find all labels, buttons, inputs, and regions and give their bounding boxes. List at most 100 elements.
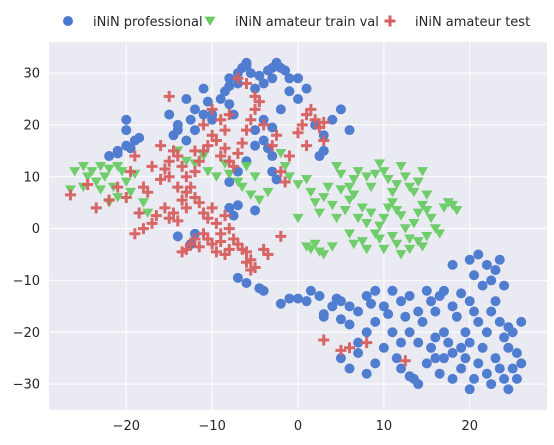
data-point bbox=[361, 290, 372, 301]
data-point bbox=[146, 217, 158, 229]
legend-label: iNiN amateur train val bbox=[235, 15, 379, 30]
y-tick-label: −10 bbox=[13, 274, 40, 289]
data-point bbox=[180, 202, 192, 214]
data-point bbox=[206, 103, 218, 115]
data-point bbox=[250, 83, 261, 94]
data-point bbox=[503, 384, 514, 395]
data-point bbox=[176, 160, 188, 172]
data-point bbox=[193, 197, 205, 209]
data-point bbox=[64, 189, 76, 201]
data-point bbox=[292, 213, 304, 224]
x-tick-label: 20 bbox=[461, 419, 478, 434]
data-point bbox=[279, 176, 291, 188]
data-point bbox=[163, 155, 175, 167]
data-point bbox=[121, 114, 132, 125]
data-point bbox=[400, 311, 411, 322]
data-point bbox=[473, 316, 484, 327]
data-point bbox=[125, 143, 136, 154]
data-point bbox=[331, 161, 343, 172]
data-point bbox=[464, 337, 475, 348]
data-point bbox=[215, 114, 227, 126]
data-point bbox=[486, 306, 497, 317]
data-point bbox=[344, 319, 355, 330]
data-point bbox=[438, 203, 450, 213]
data-point bbox=[353, 337, 364, 348]
data-point bbox=[266, 140, 278, 152]
data-point bbox=[460, 353, 471, 364]
data-point bbox=[348, 239, 360, 250]
data-point bbox=[180, 243, 192, 255]
data-point bbox=[215, 150, 227, 162]
y-tick-label: 20 bbox=[23, 118, 40, 133]
data-point bbox=[417, 242, 428, 252]
data-point bbox=[228, 210, 239, 221]
data-point bbox=[417, 200, 428, 211]
series-1 bbox=[64, 146, 463, 260]
data-point bbox=[159, 163, 171, 175]
data-point bbox=[318, 145, 329, 156]
series-2 bbox=[64, 72, 411, 367]
data-point bbox=[386, 187, 398, 198]
data-point bbox=[301, 174, 313, 185]
data-point bbox=[223, 155, 235, 167]
data-point bbox=[443, 337, 454, 348]
data-point bbox=[344, 125, 355, 136]
data-point bbox=[383, 309, 394, 320]
data-point bbox=[391, 239, 403, 250]
data-point bbox=[494, 363, 505, 374]
data-point bbox=[103, 194, 115, 206]
data-point bbox=[137, 198, 149, 208]
data-point bbox=[224, 73, 235, 84]
data-point bbox=[275, 104, 286, 115]
data-point bbox=[335, 104, 346, 115]
data-point bbox=[129, 150, 141, 162]
data-point bbox=[421, 285, 432, 296]
data-point bbox=[387, 285, 398, 296]
data-point bbox=[172, 231, 183, 242]
data-point bbox=[224, 176, 235, 187]
data-point bbox=[245, 114, 257, 126]
data-point bbox=[275, 298, 286, 309]
data-point bbox=[314, 290, 325, 301]
data-point bbox=[413, 306, 424, 317]
data-point bbox=[241, 60, 252, 71]
data-point bbox=[112, 181, 124, 193]
data-point bbox=[386, 231, 398, 242]
data-point bbox=[399, 355, 411, 367]
data-point bbox=[224, 202, 235, 213]
data-point bbox=[241, 278, 252, 289]
data-point bbox=[391, 206, 403, 216]
data-point bbox=[207, 114, 218, 125]
data-point bbox=[429, 224, 441, 234]
legend-marker bbox=[384, 15, 396, 27]
legend-label: iNiN amateur test bbox=[415, 15, 530, 30]
data-point bbox=[456, 363, 467, 374]
data-point bbox=[361, 172, 373, 182]
data-point bbox=[172, 150, 184, 162]
data-point bbox=[215, 94, 226, 105]
data-point bbox=[412, 237, 424, 247]
data-point bbox=[250, 140, 261, 151]
data-point bbox=[202, 167, 214, 177]
data-point bbox=[464, 254, 475, 265]
data-point bbox=[378, 301, 389, 312]
data-point bbox=[451, 311, 462, 322]
data-point bbox=[361, 219, 373, 229]
data-point bbox=[99, 172, 111, 182]
data-point bbox=[283, 172, 295, 182]
data-point bbox=[104, 151, 115, 162]
data-point bbox=[335, 344, 347, 356]
data-point bbox=[327, 114, 338, 125]
series-layer bbox=[64, 57, 527, 395]
data-point bbox=[267, 122, 278, 133]
data-point bbox=[258, 119, 270, 131]
data-point bbox=[374, 234, 386, 244]
data-point bbox=[374, 221, 386, 231]
data-point bbox=[313, 122, 325, 134]
data-point bbox=[370, 316, 381, 327]
data-point bbox=[245, 254, 257, 266]
data-point bbox=[142, 186, 154, 198]
data-point bbox=[198, 109, 209, 120]
data-point bbox=[481, 327, 492, 338]
data-point bbox=[284, 86, 295, 97]
